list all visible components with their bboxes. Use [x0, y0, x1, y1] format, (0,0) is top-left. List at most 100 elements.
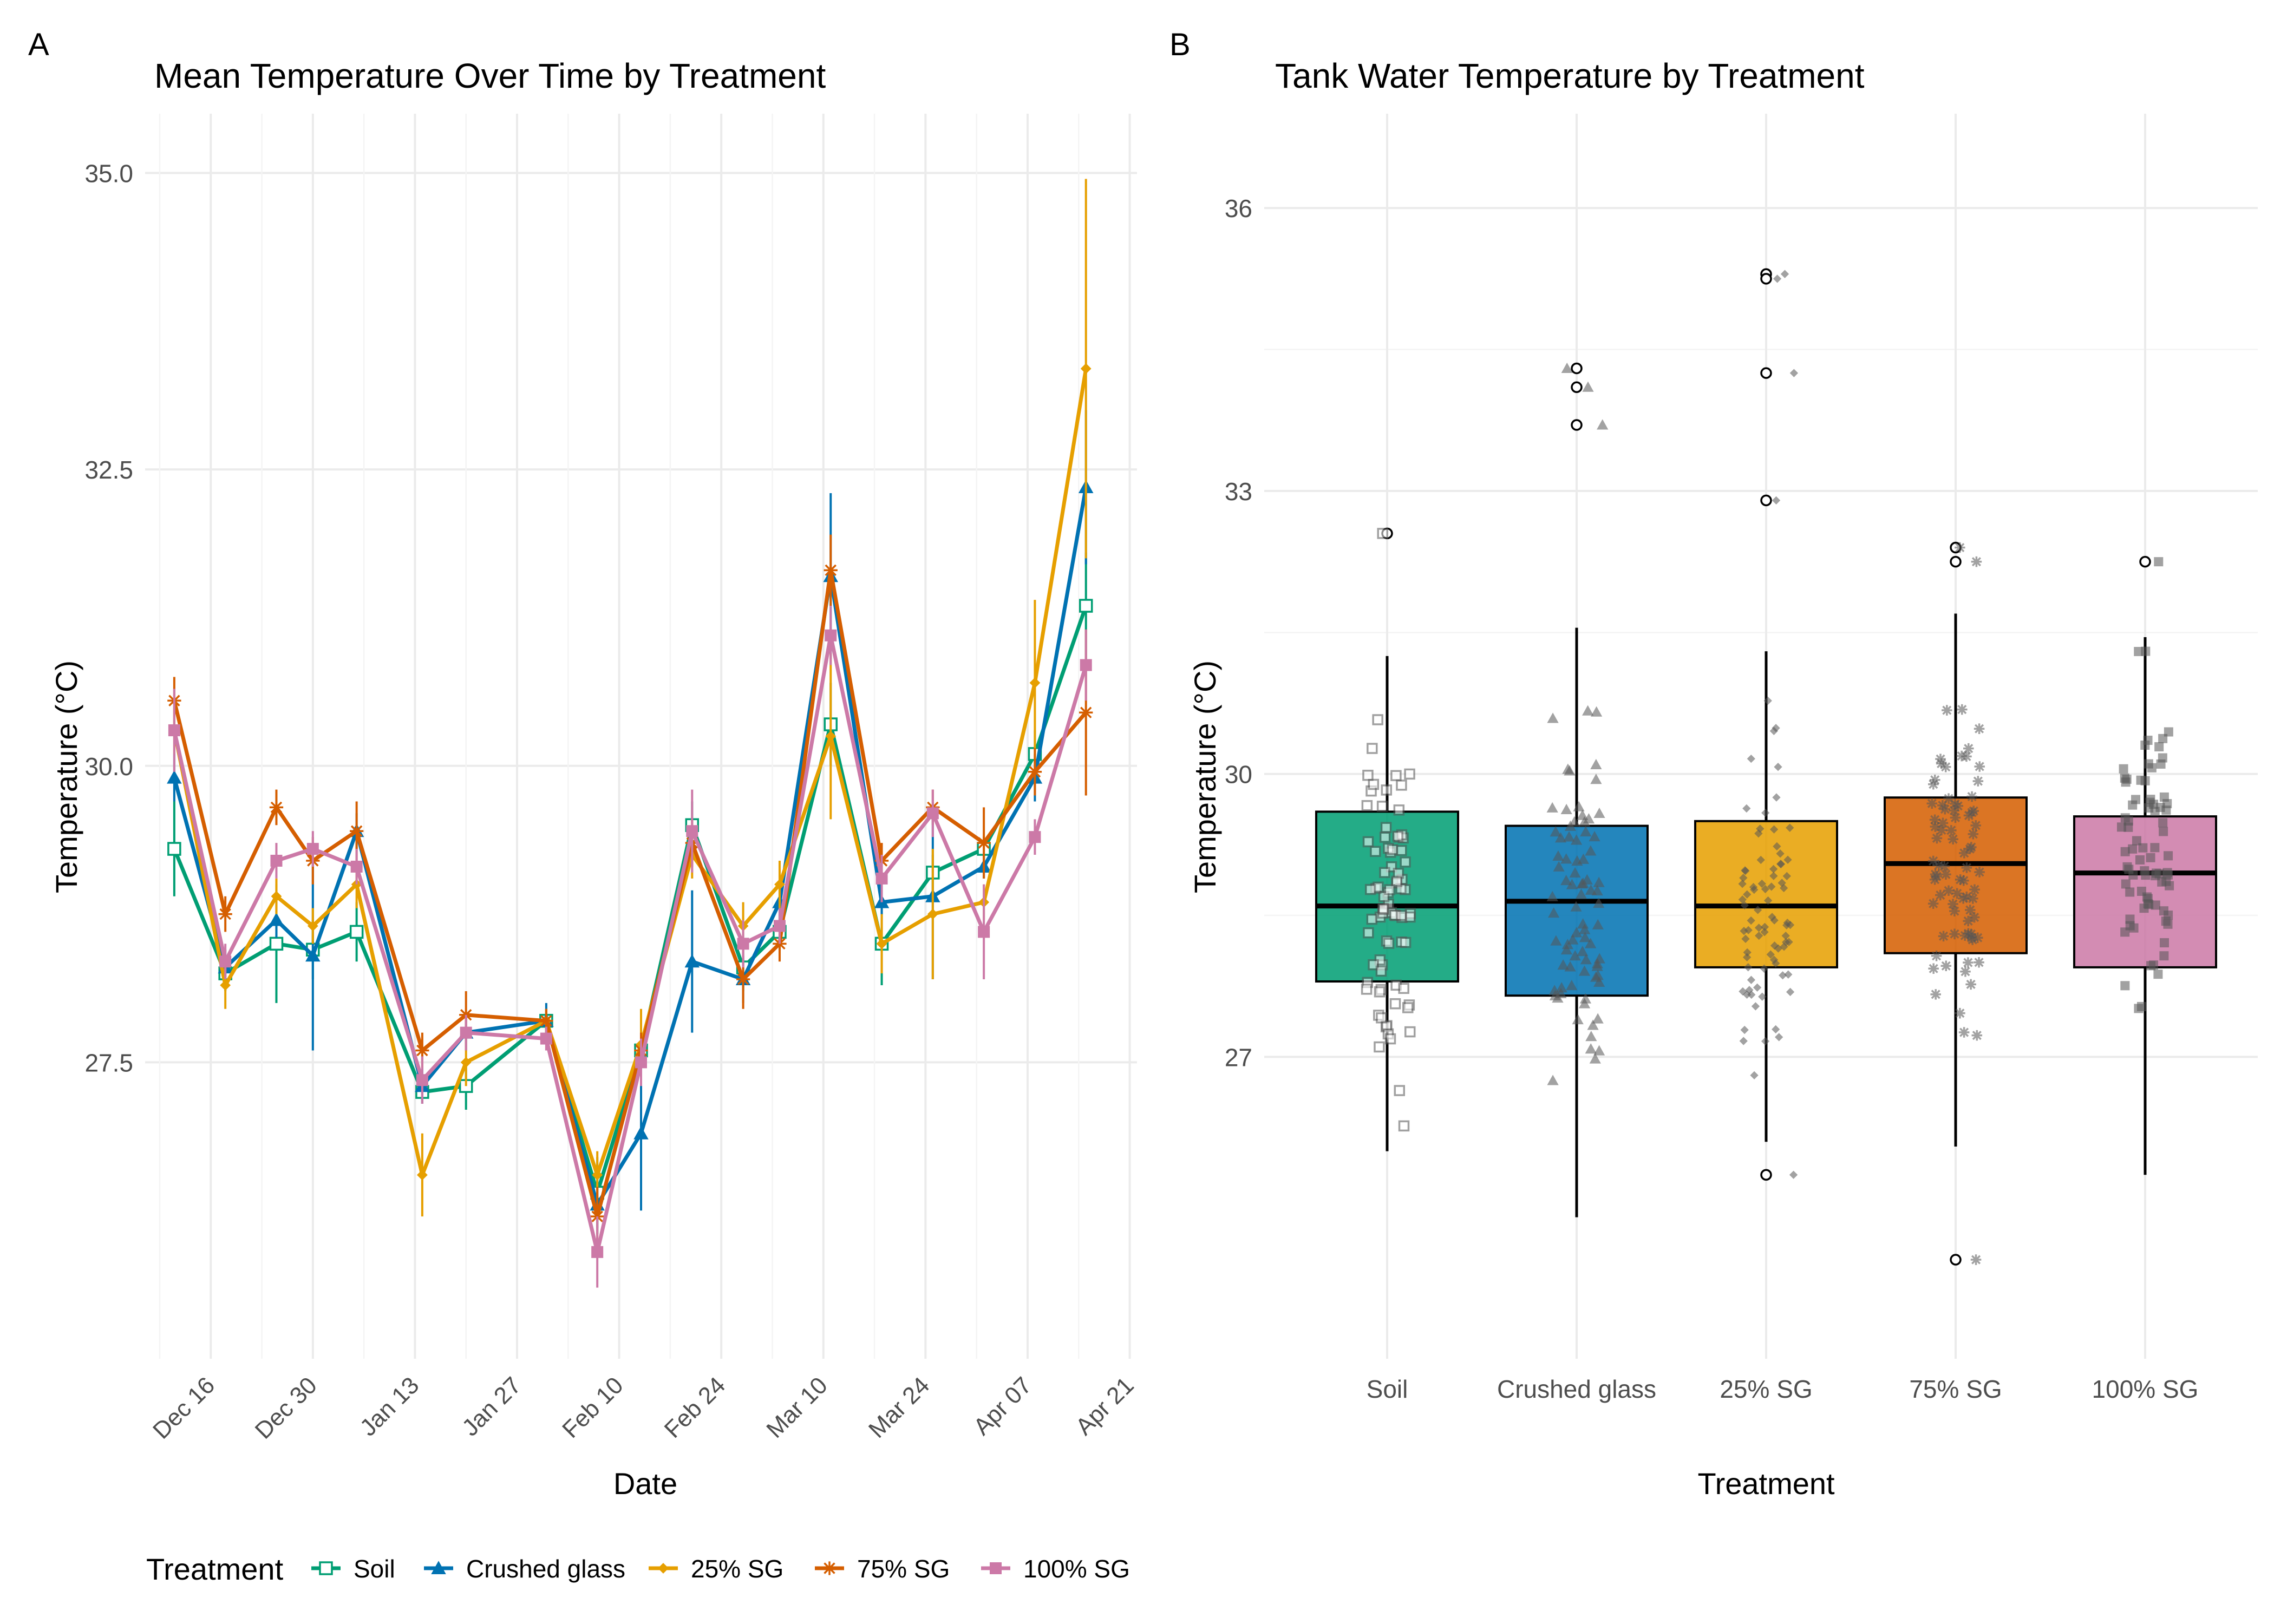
- panel-b-jitter-point: [1761, 808, 1770, 817]
- panel-a-data-point: [737, 938, 749, 950]
- panel-b-jitter-point: [1974, 723, 1985, 734]
- panel-b-jitter-point: [1779, 883, 1788, 893]
- panel-b-jitter-point: [1592, 1013, 1604, 1024]
- panel-b-jitter-point: [1560, 944, 1573, 955]
- panel-b-jitter-point: [1963, 957, 1974, 968]
- panel-b-jitter-point: [1364, 883, 1376, 895]
- panel-b-jitter-point: [1572, 1014, 1584, 1025]
- panel-b-jitter-point: [1390, 770, 1402, 781]
- panel-b-jitter-point: [1968, 893, 1978, 904]
- panel-b-jitter-point: [1384, 884, 1396, 895]
- panel-b-jitter-point: [2138, 843, 2148, 853]
- panel-b-jitter-point: [1593, 897, 1605, 908]
- panel-b-jitter-point: [2132, 836, 2141, 846]
- panel-b-jitter-point: [1560, 874, 1572, 886]
- panel-b-jitter-point: [1970, 820, 1981, 831]
- panel-a-data-point: [1080, 363, 1092, 374]
- panel-b-jitter-point: [2120, 813, 2130, 823]
- panel-b-jitter-point: [1578, 998, 1591, 1009]
- panel-b-outlier: [1950, 1254, 1962, 1266]
- panel-b-jitter-point: [1772, 793, 1781, 802]
- panel-b-box-crushed-glass: [1505, 362, 1649, 1217]
- panel-a-data-point: [416, 1074, 428, 1086]
- panel-b-jitter-point: [1971, 556, 1982, 567]
- panel-b-jitter-point: [1367, 743, 1378, 754]
- panel-b-jitter-point: [1974, 867, 1985, 878]
- legend-key-marker: [319, 1561, 333, 1575]
- panel-b-jitter-point: [1560, 803, 1572, 814]
- panel-b-jitter-point: [1585, 1043, 1597, 1054]
- panel-b-jitter-point: [1548, 907, 1560, 918]
- panel-b-jitter-point: [1789, 369, 1799, 377]
- panel-a-data-point: [978, 926, 990, 938]
- panel-b-outlier: [1571, 362, 1583, 375]
- panel-b-jitter-point: [1383, 938, 1395, 949]
- panel-a-data-point: [736, 972, 750, 986]
- legend-entry-soil: Soil: [311, 1555, 395, 1583]
- panel-b-jitter-point: [1377, 528, 1388, 539]
- panel-b-jitter-point: [1760, 922, 1769, 932]
- panel-b-title: Tank Water Temperature by Treatment: [1275, 56, 1865, 95]
- panel-b-jitter-point: [1968, 806, 1979, 816]
- panel-b-jitter-point: [1931, 871, 1942, 882]
- panel-b-jitter-point: [1579, 924, 1591, 934]
- panel-b-jitter-point: [1963, 810, 1975, 821]
- panel-b-jitter-point: [2154, 742, 2164, 752]
- panel-a-data-point: [1029, 677, 1041, 689]
- panel-b-jitter-point: [1379, 831, 1391, 843]
- panel-a-data-point: [1079, 599, 1093, 613]
- panel-b-jitter-point: [1972, 932, 1983, 943]
- panel-a-data-point: [218, 907, 232, 921]
- panel-b-jitter-point: [1585, 1031, 1597, 1042]
- panel-b-jitter-point: [1577, 878, 1589, 888]
- panel-b-jitter-point: [1955, 542, 1965, 553]
- panel-b-jitter-point: [1763, 896, 1773, 905]
- panel-b-jitter-point: [1928, 963, 1939, 974]
- panel-b-jitter-point: [1593, 976, 1605, 987]
- panel-b-jitter-point: [2125, 914, 2135, 924]
- panel-a-data-point: [875, 872, 888, 885]
- panel-b-jitter-point: [1754, 924, 1763, 932]
- panel-b-jitter-point: [1743, 948, 1752, 957]
- panel-b-jitter-point: [1404, 768, 1415, 780]
- panel-b-jitter-point: [1575, 888, 1587, 899]
- panel-a-data-point: [1029, 831, 1041, 843]
- legend-entry-75-sg: 75% SG: [815, 1555, 950, 1583]
- panel-a-title: Mean Temperature Over Time by Treatment: [154, 56, 826, 95]
- panel-b-jitter-point: [2125, 887, 2135, 897]
- panel-b-jitter-point: [1546, 890, 1558, 901]
- legend-entry-label: 25% SG: [691, 1555, 783, 1583]
- panel-b-jitter-point: [1930, 821, 1941, 832]
- panel-b-outlier: [1760, 273, 1772, 285]
- panel-b-jitter-point: [2164, 911, 2173, 920]
- panel-b-jitter-point: [1940, 960, 1952, 972]
- panel-b-jitter-point: [1744, 926, 1753, 934]
- panel-b-jitter-point: [1775, 1033, 1783, 1042]
- panel-b-jitter-point: [1592, 919, 1604, 929]
- panel-b-jitter-point: [1926, 798, 1938, 809]
- panel-b-tag: B: [1169, 27, 1191, 62]
- panel-b-jitter-point: [1571, 855, 1583, 866]
- panel-b-jitter-point: [2154, 869, 2164, 879]
- panel-b-jitter-point: [1582, 381, 1594, 392]
- panel-b-jitter-point: [1930, 989, 1941, 1000]
- panel-b-jitter-point: [1389, 998, 1401, 1010]
- panel-b-jitter-point: [1772, 724, 1780, 732]
- panel-b-jitter-point: [1579, 932, 1591, 942]
- panel-a-data-point: [459, 1008, 473, 1022]
- panel-b-jitter-point: [1589, 831, 1600, 842]
- panel-a-data-point: [220, 980, 231, 991]
- panel-b-jitter-point: [1763, 696, 1772, 705]
- panel-b-jitter-point: [1555, 987, 1567, 998]
- panel-b-jitter-point: [1961, 891, 1972, 902]
- panel-b-jitter-point: [1778, 879, 1786, 887]
- panel-a-data-point: [591, 1246, 604, 1258]
- panel-a-data-point: [876, 938, 887, 949]
- panel-b-jitter-point: [1593, 876, 1605, 887]
- panel-b-y-tick-label: 36: [1225, 194, 1252, 222]
- panel-b-jitter-point: [1376, 1012, 1387, 1024]
- panel-b-jitter-point: [1376, 801, 1388, 812]
- panel-b-box-100-sg: [2073, 555, 2217, 1175]
- panel-a-data-point: [305, 948, 321, 962]
- legend: Treatment Soil Crushed glass 25% SG 75% SG 1…: [146, 1552, 1130, 1586]
